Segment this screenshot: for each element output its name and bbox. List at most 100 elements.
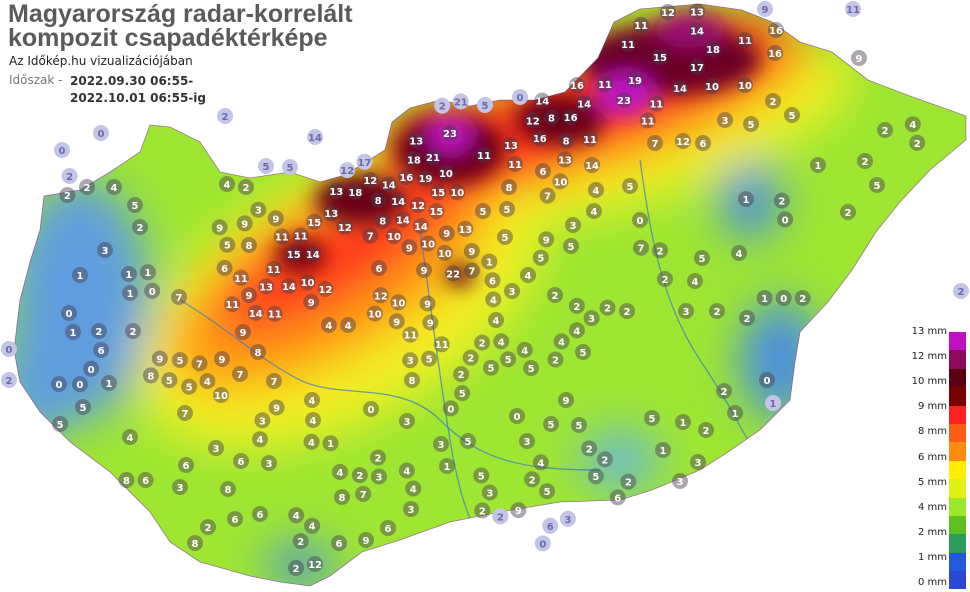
station-marker[interactable]: 8 [374, 212, 391, 229]
station-marker[interactable]: 1 [675, 414, 691, 430]
station-marker[interactable]: 1 [65, 324, 81, 340]
station-marker[interactable]: 12 [372, 287, 389, 304]
station-marker[interactable]: 4 [488, 312, 504, 328]
station-marker[interactable]: 11 [232, 269, 249, 286]
station-marker[interactable]: 2 [547, 287, 563, 303]
station-marker[interactable]: 5 [282, 159, 298, 175]
station-marker[interactable]: 6 [535, 163, 551, 179]
station-marker[interactable]: 0 [775, 290, 792, 306]
station-marker[interactable]: 1 [101, 375, 117, 391]
station-marker[interactable]: 0 [442, 400, 459, 417]
station-marker[interactable]: 0 [1, 341, 17, 357]
station-marker[interactable]: 2 [652, 242, 668, 259]
station-marker[interactable]: 2 [773, 192, 790, 209]
station-marker[interactable]: 2 [61, 168, 78, 184]
station-marker[interactable]: 15 [285, 245, 302, 262]
station-marker[interactable]: 5 [543, 416, 559, 432]
station-marker[interactable]: 14 [576, 95, 593, 112]
station-marker[interactable]: 2 [492, 508, 509, 525]
station-marker[interactable]: 3 [690, 454, 706, 470]
station-marker[interactable]: 0 [51, 376, 67, 392]
station-marker[interactable]: 13 [457, 220, 474, 237]
station-marker[interactable]: 13 [556, 151, 573, 168]
station-marker[interactable]: 11 [224, 296, 241, 313]
station-marker[interactable]: 14 [307, 129, 323, 145]
station-marker[interactable]: 12 [307, 556, 323, 572]
station-marker[interactable]: 5 [181, 378, 198, 395]
station-marker[interactable]: 16 [768, 22, 784, 38]
station-marker[interactable]: 14 [672, 80, 688, 96]
station-marker[interactable]: 2 [462, 349, 479, 366]
station-marker[interactable]: 3 [172, 479, 188, 495]
station-marker[interactable]: 13 [328, 183, 345, 199]
station-marker[interactable]: 9 [419, 295, 436, 312]
station-marker[interactable]: 1 [139, 264, 156, 281]
station-marker[interactable]: 2 [474, 334, 491, 351]
station-marker[interactable]: 2 [599, 299, 616, 316]
station-marker[interactable]: 4 [687, 273, 703, 289]
station-marker[interactable]: 7 [232, 366, 248, 382]
station-marker[interactable]: 9 [388, 313, 405, 330]
station-marker[interactable]: 11 [620, 36, 636, 52]
station-marker[interactable]: 11 [648, 95, 665, 112]
station-marker[interactable]: 9 [358, 532, 374, 548]
station-marker[interactable]: 4 [303, 433, 320, 450]
station-marker[interactable]: 4 [340, 317, 357, 333]
station-marker[interactable]: 1 [756, 290, 773, 306]
station-marker[interactable]: 6 [380, 520, 396, 536]
station-marker[interactable]: 2 [200, 519, 216, 535]
station-marker[interactable]: 18 [347, 183, 364, 200]
station-marker[interactable]: 16 [531, 130, 548, 147]
station-marker[interactable]: 21 [425, 149, 441, 165]
station-marker[interactable]: 2 [79, 179, 95, 195]
station-marker[interactable]: 3 [403, 501, 419, 517]
station-marker[interactable]: 16 [562, 109, 579, 126]
station-marker[interactable]: 1 [810, 157, 826, 173]
station-marker[interactable]: 2 [657, 271, 673, 287]
station-marker[interactable]: 5 [500, 351, 517, 368]
station-marker[interactable]: 5 [539, 483, 556, 500]
station-marker[interactable]: 5 [75, 399, 91, 415]
station-marker[interactable]: 9 [151, 350, 168, 367]
station-marker[interactable]: 3 [672, 473, 688, 489]
station-marker[interactable]: 11 [402, 326, 419, 343]
station-marker[interactable]: 8 [220, 481, 236, 497]
station-marker[interactable]: 1 [738, 191, 754, 207]
station-marker[interactable]: 1 [322, 435, 339, 452]
station-marker[interactable]: 8 [543, 109, 560, 126]
station-marker[interactable]: 3 [565, 217, 581, 233]
station-marker[interactable]: 6 [331, 535, 347, 551]
station-marker[interactable]: 9 [268, 399, 285, 416]
station-marker[interactable]: 8 [118, 472, 135, 488]
station-marker[interactable]: 12 [336, 218, 353, 235]
station-marker[interactable]: 7 [633, 239, 649, 256]
station-marker[interactable]: 18 [405, 151, 422, 168]
station-marker[interactable]: 4 [332, 464, 348, 480]
station-marker[interactable]: 16 [398, 169, 415, 185]
station-marker[interactable]: 5 [475, 203, 491, 219]
station-marker[interactable]: 7 [191, 355, 208, 372]
station-marker[interactable]: 15 [306, 213, 323, 230]
station-marker[interactable]: 16 [767, 45, 783, 61]
station-marker[interactable]: 7 [177, 405, 193, 421]
station-marker[interactable]: 1 [122, 285, 139, 301]
station-marker[interactable]: 4 [304, 517, 321, 534]
station-marker[interactable]: 5 [532, 249, 549, 266]
station-marker[interactable]: 6 [371, 260, 387, 276]
station-marker[interactable]: 10 [386, 228, 402, 245]
station-marker[interactable]: 5 [523, 360, 540, 377]
station-marker[interactable]: 6 [695, 135, 711, 151]
station-marker[interactable]: 19 [417, 170, 434, 187]
station-marker[interactable]: 4 [586, 203, 602, 219]
station-marker[interactable]: 10 [436, 244, 453, 261]
station-marker[interactable]: 14 [394, 211, 411, 228]
station-marker[interactable]: 10 [552, 173, 569, 190]
station-marker[interactable]: 5 [460, 433, 476, 449]
station-marker[interactable]: 9 [438, 225, 455, 242]
station-marker[interactable]: 0 [54, 142, 70, 158]
station-marker[interactable]: 12 [660, 4, 676, 20]
station-marker[interactable]: 0 [71, 376, 88, 393]
station-marker[interactable]: 12 [339, 162, 356, 179]
station-marker[interactable]: 3 [97, 242, 113, 258]
station-marker[interactable]: 11 [265, 261, 282, 277]
